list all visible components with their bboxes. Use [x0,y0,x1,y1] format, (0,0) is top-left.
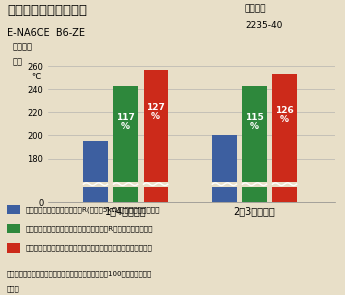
Bar [242,187,267,202]
Bar [242,86,267,182]
Text: E-NA6CE  B6-ZE: E-NA6CE B6-ZE [7,28,85,38]
Bar [212,135,237,182]
Bar [212,187,237,202]
Text: 127
%: 127 % [146,103,165,121]
Text: ℃: ℃ [31,72,40,81]
Bar [272,74,297,182]
Text: 126
%: 126 % [275,106,294,124]
Text: ウルトラブルーポイントパワープラグコードとイリジウムプラグ: ウルトラブルーポイントパワープラグコードとイリジウムプラグ [25,245,152,251]
Text: 製品番号: 製品番号 [245,4,266,14]
Bar [114,187,138,202]
Text: 温度: 温度 [12,57,22,66]
Text: ユーノスロードスター: ユーノスロードスター [7,4,87,17]
Bar [144,70,168,182]
Text: 115
%: 115 % [245,113,264,131]
Text: 117
%: 117 % [116,113,135,131]
Bar [144,187,168,202]
Text: ウルトラパワープラグコード（従来品）とR付きスパークプラグ: ウルトラパワープラグコード（従来品）とR付きスパークプラグ [25,225,153,232]
Text: 2235-40: 2235-40 [245,21,282,30]
Text: バーグラフ内の数字は抗抗線式コード（標準装着）を100とした比較数字: バーグラフ内の数字は抗抗線式コード（標準装着）を100とした比較数字 [7,270,152,276]
Bar [114,86,138,182]
Text: です。: です。 [7,285,20,292]
Bar [83,141,108,182]
Text: 標準装着の抗抗線式コードとR(抗抗：5kΩ)付きスパークプラグ: 標準装着の抗抗線式コードとR(抗抗：5kΩ)付きスパークプラグ [25,206,160,213]
Text: スパーク: スパーク [12,42,32,52]
Bar [272,187,297,202]
Bar [83,187,108,202]
